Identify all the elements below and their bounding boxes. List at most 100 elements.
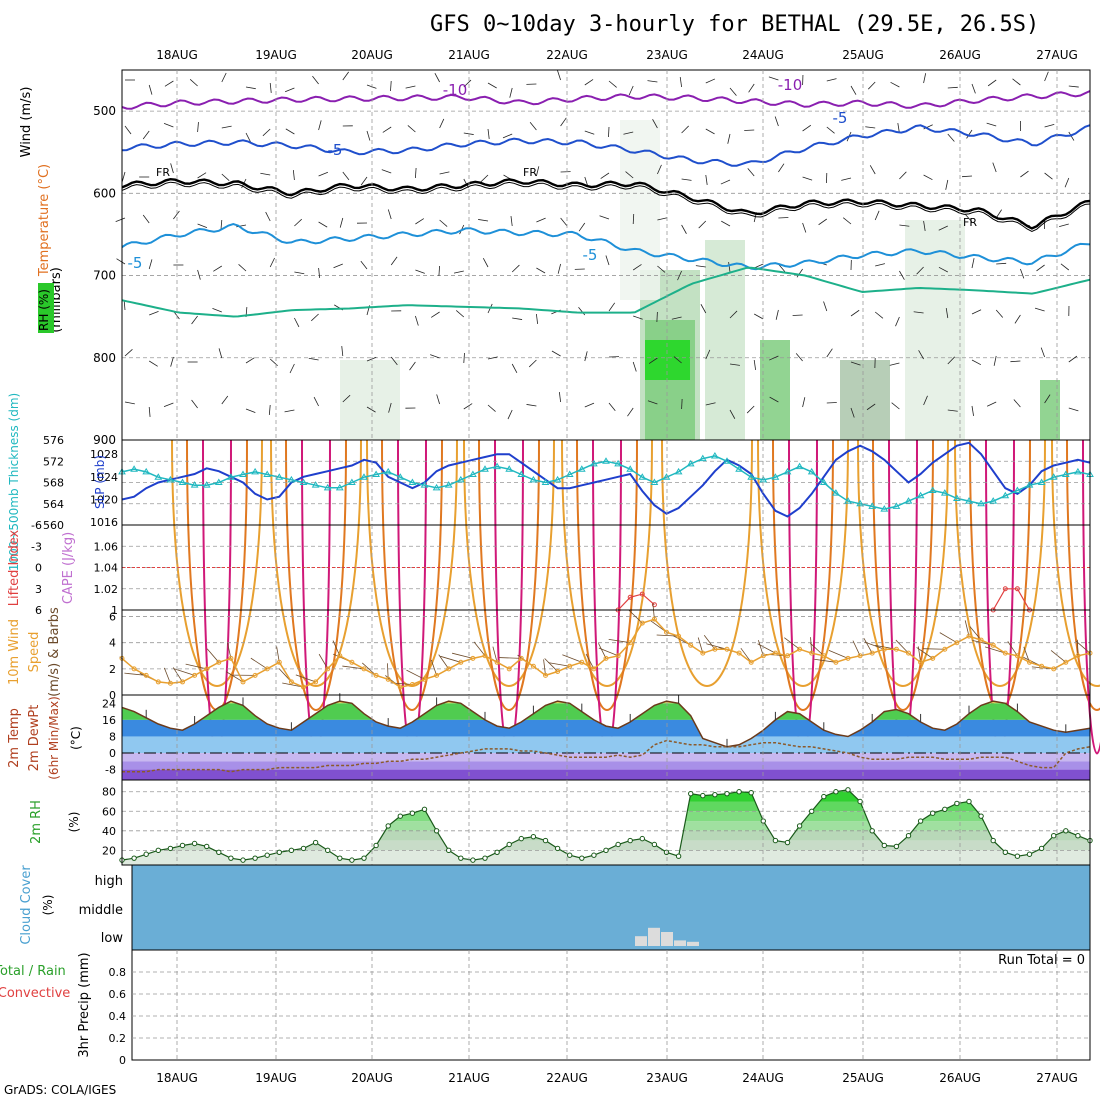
thickness-tick-label: 572 (43, 455, 64, 468)
wind-barb (142, 214, 150, 224)
wind-barb (487, 82, 497, 89)
date-label-bottom: 22AUG (546, 1071, 588, 1085)
thickness-point (214, 478, 223, 485)
wind-barb (1012, 78, 1021, 86)
wind-barb (747, 168, 755, 177)
lifted-index-tick-label: -6 (31, 519, 42, 532)
wind-barb (439, 171, 450, 175)
contour-teal (121, 266, 1091, 318)
wind-barb (463, 352, 465, 364)
wind-barb (673, 356, 682, 364)
date-label-top: 24AUG (742, 48, 784, 62)
wind-barb (971, 83, 976, 94)
wind-speed-point (494, 659, 500, 665)
thickness-point (832, 489, 840, 496)
wind-barb (652, 119, 658, 129)
wind-barb (526, 404, 537, 407)
wind-barb (971, 359, 982, 366)
rh-point (216, 849, 222, 855)
rh-point (942, 806, 948, 813)
wind-barb (818, 218, 828, 226)
wind-barb (775, 309, 779, 320)
slp-tick-label: 1016 (90, 516, 118, 529)
wind-barb (478, 219, 489, 222)
wind-barb (269, 257, 275, 268)
wind-speed-point (155, 679, 161, 685)
wind-barb (987, 79, 997, 87)
rh-point (300, 845, 307, 852)
wind-barb (826, 402, 837, 404)
date-label-top: 18AUG (156, 48, 198, 62)
thickness-point (614, 459, 622, 467)
rh-point (361, 855, 367, 861)
wind-barb (318, 267, 321, 278)
contour-2 (121, 177, 1091, 230)
thickness-point (590, 459, 598, 467)
wind-barb (598, 643, 607, 659)
wind-barb (923, 174, 933, 181)
wind-barb (585, 653, 595, 670)
wind-barb (757, 640, 764, 656)
wind-barb (206, 648, 220, 663)
contour-label: -10 (778, 76, 803, 94)
wind-barb (1044, 394, 1051, 404)
wind-barb (652, 603, 655, 620)
wind-barb (487, 356, 498, 360)
wind-speed-point (143, 672, 149, 678)
temp-band (122, 736, 1090, 754)
wind-speed-point (1002, 650, 1008, 656)
rh-tick-label: 60 (102, 805, 116, 818)
warm-contour (270, 439, 362, 687)
rh-point (204, 843, 210, 850)
contour-label: FR (963, 216, 977, 229)
wind-barb (965, 214, 973, 223)
wind-barb (996, 262, 1007, 265)
rh-point (869, 828, 875, 834)
wind-barb (115, 217, 126, 222)
wind-speed-point (422, 676, 427, 682)
wind-barb (453, 270, 464, 274)
rh-label-a: 2m RH (29, 800, 44, 844)
wind-barb (584, 402, 595, 408)
rh-label-b: (%) (67, 812, 81, 833)
wind-barb (434, 72, 440, 83)
wind-barb (124, 401, 135, 405)
wind-barb (295, 674, 316, 683)
wind-barb (802, 222, 807, 233)
rh-point (264, 852, 270, 858)
pressure-tick-label: 800 (93, 351, 116, 365)
rh-point (1051, 832, 1057, 839)
thickness-point (626, 465, 635, 472)
wind-speed-point (869, 650, 875, 656)
rh-point (337, 855, 343, 861)
wind-barb (922, 648, 945, 650)
thickness-tick-label: 576 (43, 434, 64, 447)
wind-speed-point (228, 655, 234, 661)
precip-label-c: 3hr Precip (mm) (77, 952, 92, 1057)
cape-tick-label: 1 (111, 604, 118, 617)
wind-barb (841, 177, 852, 181)
temp-line (121, 700, 1091, 748)
temp-band (122, 703, 1090, 720)
thickness-point (698, 454, 707, 462)
date-label-top: 26AUG (939, 48, 981, 62)
wind-speed-point (736, 650, 742, 656)
thickness-point (202, 481, 211, 488)
wind-barb (551, 350, 561, 357)
wind-barb (124, 349, 133, 357)
wind-speed-point (313, 679, 319, 685)
wind-tick-label: 2 (109, 663, 116, 676)
cloud-level-label: high (95, 874, 123, 889)
wind-barb (754, 263, 764, 269)
precip-tick-label: 0.4 (109, 1010, 127, 1023)
wind-barb (705, 349, 711, 360)
thickness-point (953, 494, 961, 501)
low-cloud-bar (635, 936, 647, 946)
rh-point (421, 806, 428, 813)
lifted-index-tick-label: 0 (35, 562, 42, 575)
rh-point (397, 813, 403, 819)
wind-barb (598, 647, 619, 657)
cape-tick-label: 1.02 (94, 583, 119, 596)
wind-speed-point (809, 650, 815, 656)
wind-barb (221, 72, 227, 83)
